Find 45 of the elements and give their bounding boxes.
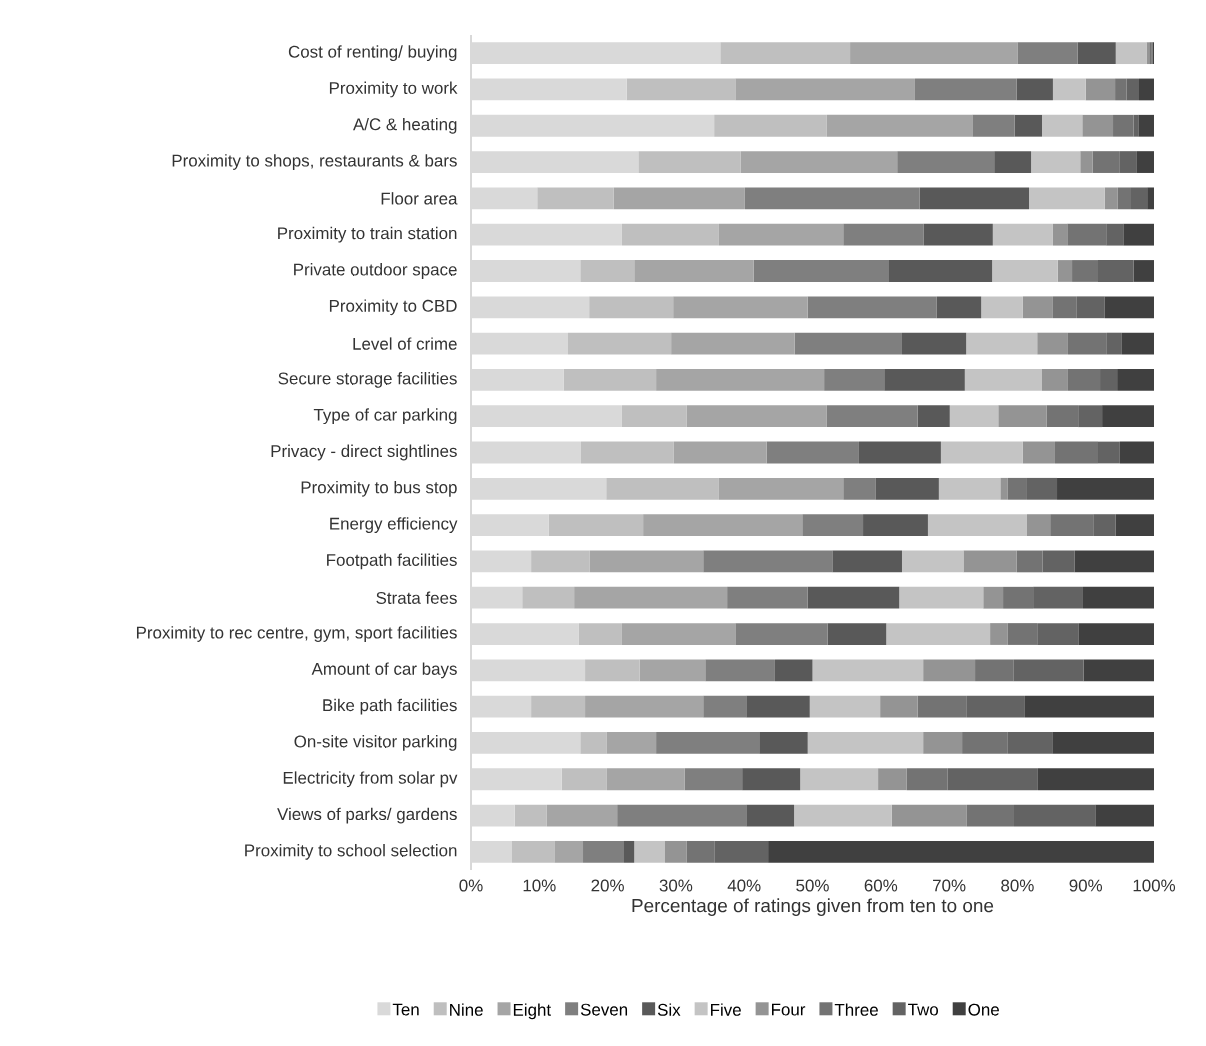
x-tick-label: 10%: [523, 879, 556, 892]
y-tick-label: Proximity to train station: [278, 226, 457, 243]
x-tick-label: 60%: [864, 879, 898, 892]
y-tick-label: Views of parks/ gardens: [277, 807, 457, 824]
y-tick-label: Proximity to bus stop: [301, 480, 457, 497]
legend-label: Nine: [450, 1003, 483, 1016]
x-tick-label: 80%: [1001, 879, 1034, 892]
x-axis-title: Percentage of ratings given from ten to one: [632, 898, 994, 916]
legend-label: Five: [711, 1003, 741, 1016]
y-tick-label: Proximity to school selection: [245, 843, 457, 860]
y-tick-label: Floor area: [381, 192, 458, 205]
y-tick-label: Bike path facilities: [323, 698, 457, 715]
y-tick-label: Secure storage facilities: [278, 372, 457, 388]
x-tick-label: 30%: [659, 879, 693, 892]
y-tick-label: Type of car parking: [313, 408, 457, 425]
legend-label: Eight: [513, 1003, 551, 1020]
y-tick-label: A/C & heating: [353, 117, 457, 134]
y-tick-label: Level of crime: [353, 337, 457, 350]
y-tick-label: Cost of renting/ buying: [288, 45, 457, 62]
legend-label: Three: [834, 1003, 878, 1016]
x-tick-label: 50%: [796, 879, 829, 892]
y-tick-label: Proximity to CBD: [329, 299, 457, 316]
x-tick-label: 20%: [591, 879, 624, 892]
legend-label: Two: [908, 1003, 938, 1016]
y-tick-label: Proximity to work: [329, 81, 458, 98]
y-tick-label: Proximity to rec centre, gym, sport facilities: [136, 626, 457, 642]
y-tick-label: Energy efficiency: [330, 517, 458, 534]
legend-label: One: [968, 1003, 999, 1016]
legend-label: Six: [657, 1003, 681, 1016]
y-tick-label: Electricity from solar pv: [283, 771, 458, 788]
legend-label: Ten: [392, 1003, 419, 1016]
x-tick-label: 40%: [727, 879, 761, 892]
legend-label: Four: [772, 1003, 806, 1016]
y-tick-label: Privacy - direct sightlines: [271, 444, 457, 461]
legend-label: Seven: [580, 1003, 628, 1016]
y-tick-label: Strata fees: [376, 591, 457, 604]
x-tick-label: 100%: [1133, 879, 1176, 892]
y-tick-label: On-site visitor parking: [294, 735, 457, 751]
x-tick-label: 0%: [459, 879, 483, 892]
x-tick-label: 70%: [933, 879, 966, 892]
y-tick-label: Amount of car bays: [311, 662, 457, 679]
y-tick-label: Footpath facilities: [327, 553, 457, 570]
y-tick-label: Private outdoor space: [294, 263, 457, 279]
x-tick-label: 90%: [1069, 879, 1103, 892]
y-tick-label: Proximity to shops, restaurants & bars: [172, 154, 457, 170]
